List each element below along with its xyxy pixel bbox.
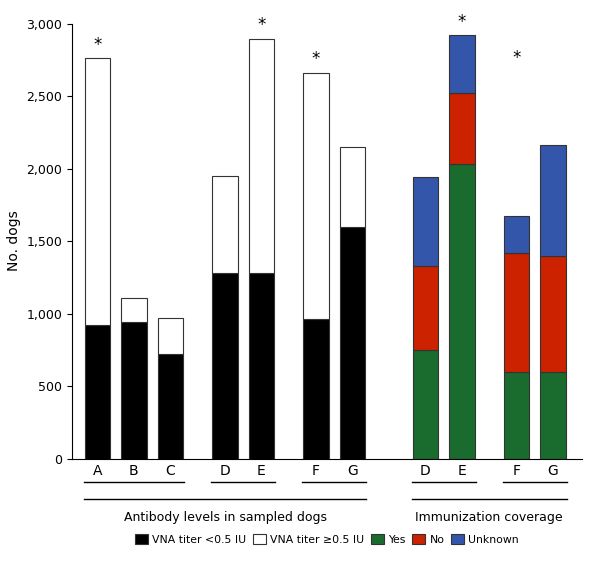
Bar (85, 325, 110, 459)
Bar (413, 350, 438, 459)
Bar (540, 372, 566, 459)
Bar (158, 354, 183, 459)
Bar (212, 176, 238, 273)
Bar (503, 372, 529, 459)
Legend: VNA titer <0.5 IU, VNA titer ≥0.5 IU, Yes, No, Unknown: VNA titer <0.5 IU, VNA titer ≥0.5 IU, Ye… (131, 530, 523, 549)
Bar (340, 147, 365, 226)
Bar (304, 319, 329, 459)
Text: *: * (94, 36, 101, 54)
Bar (248, 273, 274, 459)
Bar (413, 177, 438, 266)
Bar (121, 322, 146, 459)
Bar (449, 93, 475, 164)
Text: *: * (312, 51, 320, 68)
Bar (340, 226, 365, 459)
Text: *: * (512, 49, 521, 67)
Bar (413, 266, 438, 350)
Text: Antibody levels in sampled dogs: Antibody levels in sampled dogs (124, 511, 326, 524)
Bar (540, 256, 566, 372)
Text: *: * (458, 13, 466, 31)
Bar (85, 58, 110, 325)
Text: *: * (257, 16, 266, 35)
Bar (503, 253, 529, 372)
Bar (248, 39, 274, 273)
Bar (503, 216, 529, 253)
Text: Immunization coverage: Immunization coverage (415, 511, 563, 524)
Bar (304, 73, 329, 319)
Y-axis label: No. dogs: No. dogs (7, 211, 21, 272)
Bar (158, 318, 183, 354)
Bar (540, 145, 566, 256)
Bar (121, 298, 146, 322)
Bar (449, 35, 475, 93)
Bar (212, 273, 238, 459)
Bar (449, 164, 475, 459)
